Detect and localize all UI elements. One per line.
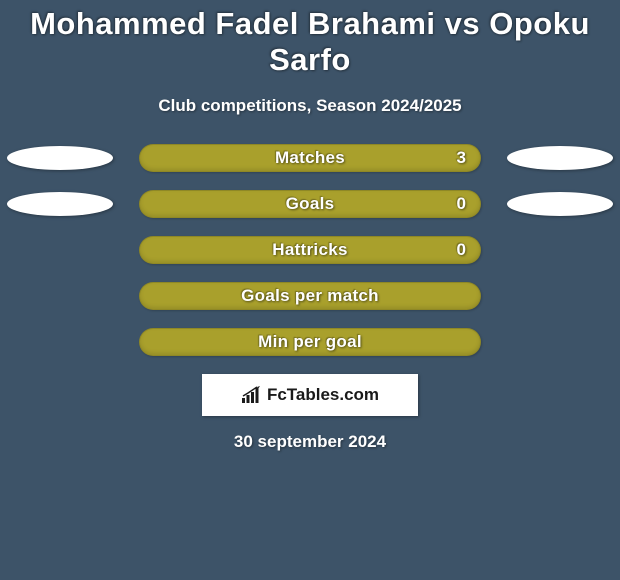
logo-box: FcTables.com xyxy=(202,374,418,416)
stat-bar: Matches 3 xyxy=(139,144,481,172)
logo: FcTables.com xyxy=(241,385,379,405)
stat-value: 0 xyxy=(457,240,466,260)
logo-text: FcTables.com xyxy=(267,385,379,405)
stat-bar: Goals 0 xyxy=(139,190,481,218)
left-ellipse xyxy=(7,146,113,170)
stat-label: Goals per match xyxy=(241,286,379,306)
stat-row: Min per goal xyxy=(0,328,620,356)
stat-label: Hattricks xyxy=(272,240,347,260)
date-label: 30 september 2024 xyxy=(0,432,620,452)
right-ellipse xyxy=(507,146,613,170)
stat-rows: Matches 3 Goals 0 Hattricks 0 Goals per match M… xyxy=(0,144,620,356)
stat-row: Goals per match xyxy=(0,282,620,310)
subtitle: Club competitions, Season 2024/2025 xyxy=(0,96,620,116)
stat-row: Hattricks 0 xyxy=(0,236,620,264)
barchart-icon xyxy=(241,386,263,404)
stat-value: 3 xyxy=(457,148,466,168)
stat-bar: Hattricks 0 xyxy=(139,236,481,264)
right-ellipse xyxy=(507,192,613,216)
left-ellipse xyxy=(7,192,113,216)
comparison-infographic: Mohammed Fadel Brahami vs Opoku Sarfo Cl… xyxy=(0,0,620,580)
page-title: Mohammed Fadel Brahami vs Opoku Sarfo xyxy=(0,0,620,78)
stat-bar: Min per goal xyxy=(139,328,481,356)
stat-label: Min per goal xyxy=(258,332,362,352)
stat-row: Matches 3 xyxy=(0,144,620,172)
stat-label: Matches xyxy=(275,148,345,168)
stat-row: Goals 0 xyxy=(0,190,620,218)
stat-value: 0 xyxy=(457,194,466,214)
stat-label: Goals xyxy=(286,194,335,214)
stat-bar: Goals per match xyxy=(139,282,481,310)
